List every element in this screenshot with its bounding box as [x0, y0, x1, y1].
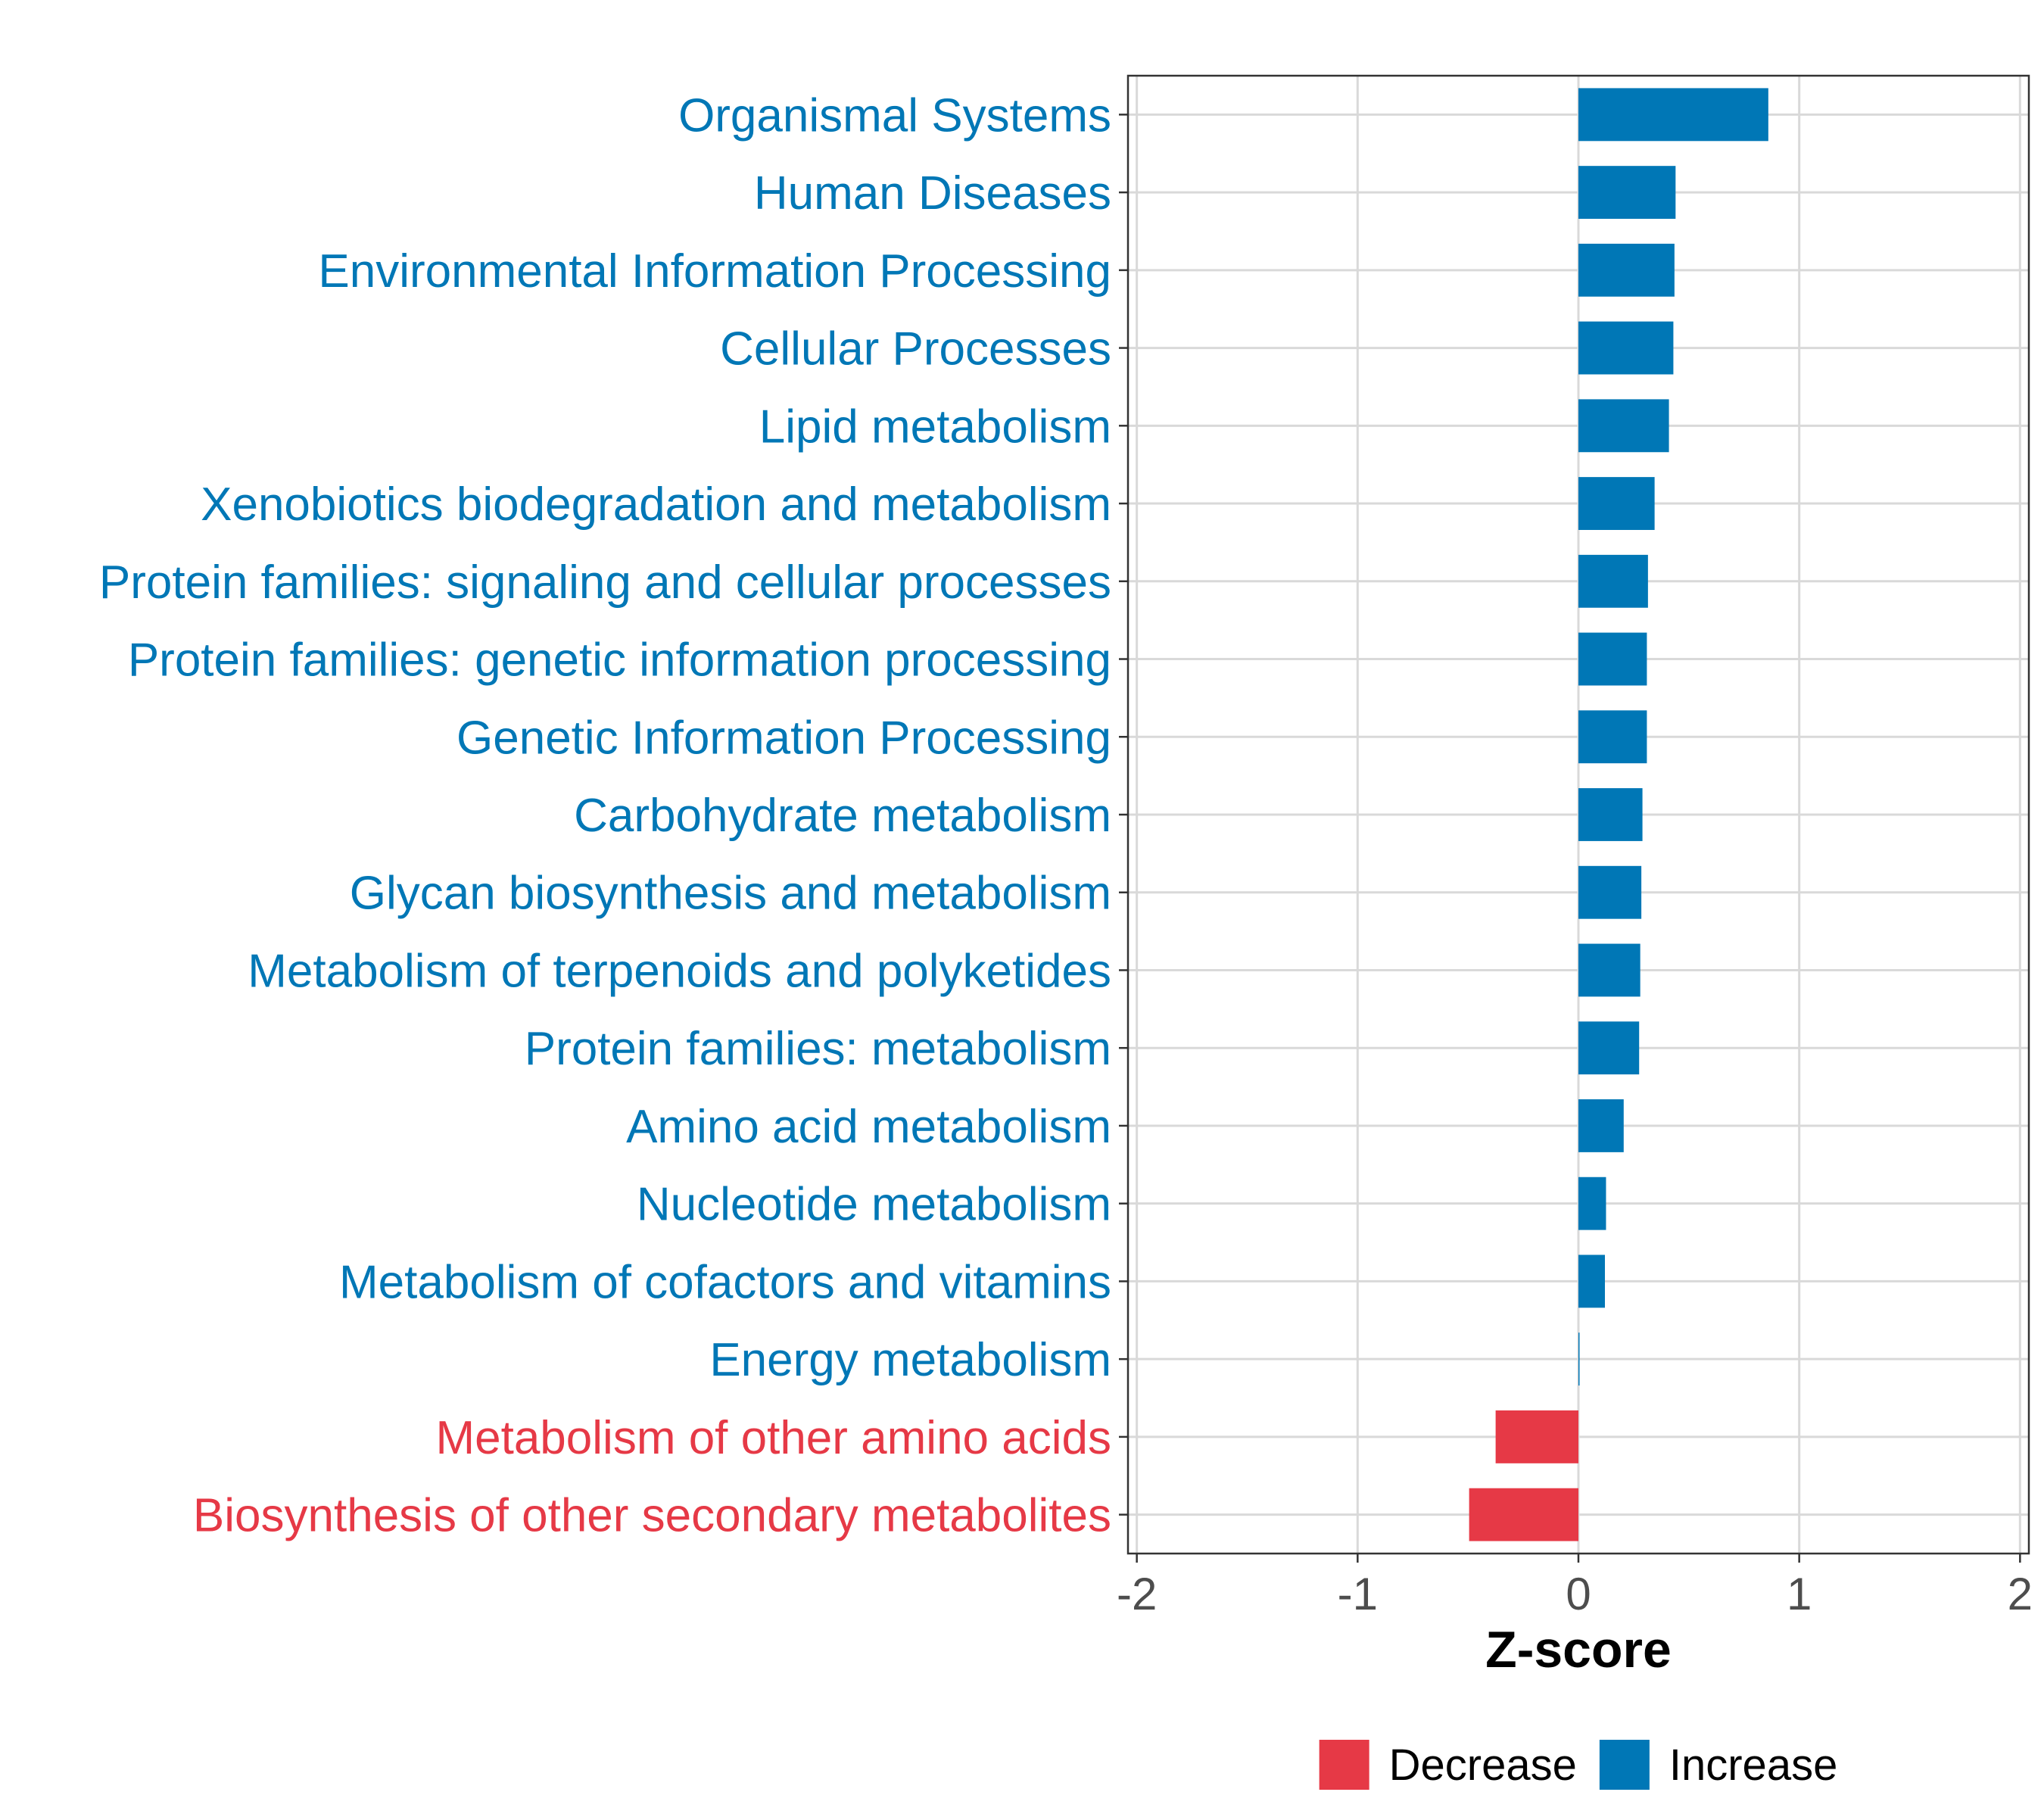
legend-label-increase: Increase — [1669, 1741, 1837, 1790]
bar — [1578, 477, 1655, 530]
category-label: Amino acid metabolism — [626, 1101, 1111, 1153]
category-label: Metabolism of terpenoids and polyketides — [248, 945, 1111, 997]
x-tick-label: -1 — [1338, 1569, 1378, 1619]
category-label: Carbohydrate metabolism — [574, 790, 1111, 842]
bar — [1578, 1099, 1624, 1152]
bar — [1578, 321, 1674, 375]
bar — [1469, 1488, 1578, 1541]
bar — [1578, 1177, 1606, 1230]
category-label: Glycan biosynthesis and metabolism — [350, 868, 1111, 920]
x-tick-label: 0 — [1566, 1569, 1591, 1619]
x-axis: -2 -1 0 1 2 — [1117, 1554, 2033, 1619]
legend-swatch-decrease — [1319, 1740, 1369, 1790]
x-tick-label: -2 — [1117, 1569, 1157, 1619]
bar — [1578, 554, 1648, 608]
bar — [1578, 1254, 1605, 1308]
category-label: Organismal Systems — [678, 89, 1111, 142]
bar — [1578, 88, 1768, 142]
category-label: Metabolism of other amino acids — [435, 1412, 1111, 1464]
bar — [1578, 1332, 1580, 1386]
y-axis: Organismal Systems Human Diseases Environm… — [99, 89, 1128, 1542]
category-label: Protein families: metabolism — [525, 1023, 1111, 1075]
bar — [1578, 632, 1647, 686]
bar — [1578, 710, 1647, 764]
x-axis-title: Z-score — [1485, 1621, 1672, 1678]
bar — [1578, 943, 1640, 997]
category-label: Human Diseases — [754, 167, 1111, 220]
legend-swatch-increase — [1599, 1740, 1650, 1790]
bars — [1469, 88, 1768, 1541]
category-label: Cellular Processes — [720, 323, 1111, 376]
category-label: Xenobiotics biodegradation and metabolis… — [201, 478, 1111, 531]
category-label: Protein families: signaling and cellular… — [99, 556, 1111, 609]
category-label: Protein families: genetic information pr… — [128, 634, 1111, 687]
legend-label-decrease: Decrease — [1389, 1741, 1577, 1790]
category-label: Genetic Information Processing — [456, 712, 1111, 764]
category-label: Environmental Information Processing — [318, 245, 1111, 298]
category-label: Nucleotide metabolism — [637, 1179, 1111, 1231]
bar — [1578, 788, 1643, 841]
bar — [1578, 1021, 1640, 1075]
category-label: Metabolism of cofactors and vitamins — [339, 1256, 1111, 1308]
bar — [1578, 166, 1676, 220]
category-label: Energy metabolism — [709, 1334, 1111, 1386]
bar — [1578, 865, 1642, 919]
bar — [1495, 1410, 1578, 1463]
x-tick-label: 1 — [1787, 1569, 1812, 1619]
category-label: Lipid metabolism — [759, 400, 1111, 453]
category-label: Biosynthesis of other secondary metaboli… — [193, 1490, 1111, 1542]
bar — [1578, 243, 1675, 297]
x-tick-label: 2 — [2008, 1569, 2033, 1619]
legend: Decrease Increase — [1319, 1740, 1837, 1790]
bar — [1578, 399, 1669, 453]
